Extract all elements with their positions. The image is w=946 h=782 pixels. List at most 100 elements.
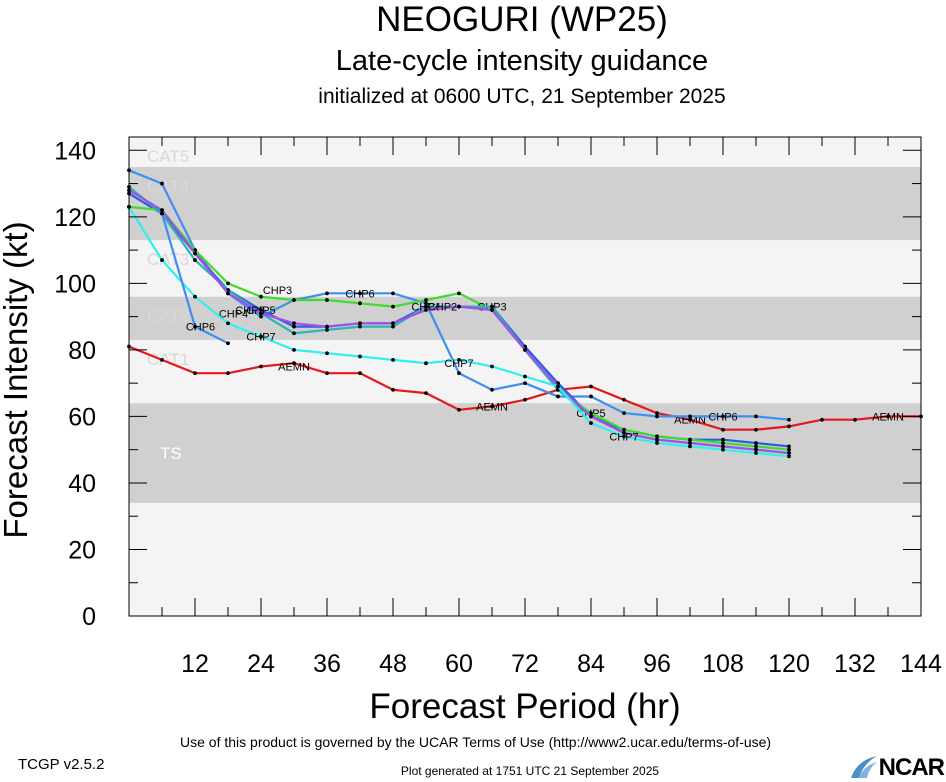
data-point [655,414,659,419]
data-point [226,321,230,326]
data-point [358,324,362,329]
series-label-aemn: AEMN [476,401,508,413]
data-point [622,434,626,439]
data-point [655,411,659,415]
y-tick-label: 40 [68,470,96,498]
series-chp2: CHP2 CHP2 [127,188,791,455]
data-point [226,291,230,296]
data-point [391,387,395,392]
data-point [754,451,758,455]
data-point [358,371,362,376]
y-tick-label: 0 [82,603,96,631]
data-point [721,447,725,452]
data-point [787,417,791,422]
series-chp6: CHP6 [160,211,230,346]
data-point [259,314,263,319]
data-point [424,361,428,366]
data-point [160,258,164,262]
series-label-chp2: CHP2 [235,305,264,317]
data-point [259,364,263,369]
ncar-logo-text: NCAR [878,754,945,781]
series-aemn: AEMN AEMN AEMN AEMN [127,344,923,432]
series-label-chp7: CHP7 [246,332,275,344]
data-point [490,387,494,392]
category-label-cat1: CAT1 [147,350,189,369]
data-point [358,291,362,296]
data-point [490,364,494,369]
data-point [391,291,395,296]
data-point [622,411,626,415]
data-point [688,417,692,422]
ncar-logo-mark-icon [850,756,877,778]
data-point [721,414,725,419]
data-point [490,308,494,312]
y-tick-label: 100 [54,270,96,298]
data-point [424,391,428,396]
x-tick-label: 144 [900,650,942,678]
y-tick-label: 120 [54,204,96,232]
data-point [325,328,329,332]
y-tick-label: 20 [68,536,96,564]
category-label-cat5: CAT5 [147,147,189,166]
data-point [358,321,362,326]
series-label-chp7: CHP7 [609,431,638,443]
series-label-aemn: AEMN [674,415,706,427]
data-point [457,304,461,309]
data-point [160,208,164,213]
data-point [292,298,296,302]
data-point [325,291,329,296]
series-label-aemn: AEMN [278,362,310,374]
data-point [655,437,659,442]
data-point [325,298,329,302]
data-point [292,347,296,352]
data-point [787,447,791,452]
data-point [787,444,791,449]
data-point [787,454,791,459]
data-point [490,404,494,409]
data-point [754,447,758,452]
data-point [358,354,362,359]
data-point [556,384,560,389]
data-point [721,437,725,442]
data-point [193,258,197,262]
ncar-logo: NCAR [850,754,945,782]
data-point [424,304,428,309]
category-band-ts [129,403,921,503]
data-point [160,211,164,216]
series-label-chp6: CHP6 [186,322,215,334]
category-bands [129,137,921,616]
x-tick-label: 120 [768,650,810,678]
axes: 12 24 36 48 60 72 84 96 108 120 132 144 0 20 40 60 80 100… [54,136,942,678]
data-point [688,441,692,445]
data-point [490,304,494,309]
x-tick-label: 36 [313,650,341,678]
data-point [655,434,659,439]
data-point [160,357,164,362]
data-point [622,397,626,402]
data-point [523,347,527,352]
data-point [523,374,527,379]
series-label-chp6: CHP6 [345,288,374,300]
y-tick-label: 60 [68,403,96,431]
data-point [391,357,395,362]
series-chp7: CHP7 CHP7 CHP7 [127,204,791,459]
series-label-chp7: CHP7 [444,358,473,370]
data-point [523,397,527,402]
category-label-cat2: CAT2 [147,307,189,326]
data-point [292,361,296,366]
data-point [457,371,461,376]
data-point [787,424,791,429]
data-point [292,331,296,336]
version-text: TCGP v2.5.2 [18,756,105,773]
data-point [259,334,263,339]
data-point [193,294,197,299]
series-label-chp4: CHP4 [411,302,440,314]
terms-of-use-text: Use of this product is governed by the U… [180,734,772,750]
x-tick-label: 72 [511,650,539,678]
data-point [259,311,263,316]
data-point [193,324,197,329]
data-point [226,341,230,346]
data-point [820,417,824,422]
data-point [424,308,428,312]
